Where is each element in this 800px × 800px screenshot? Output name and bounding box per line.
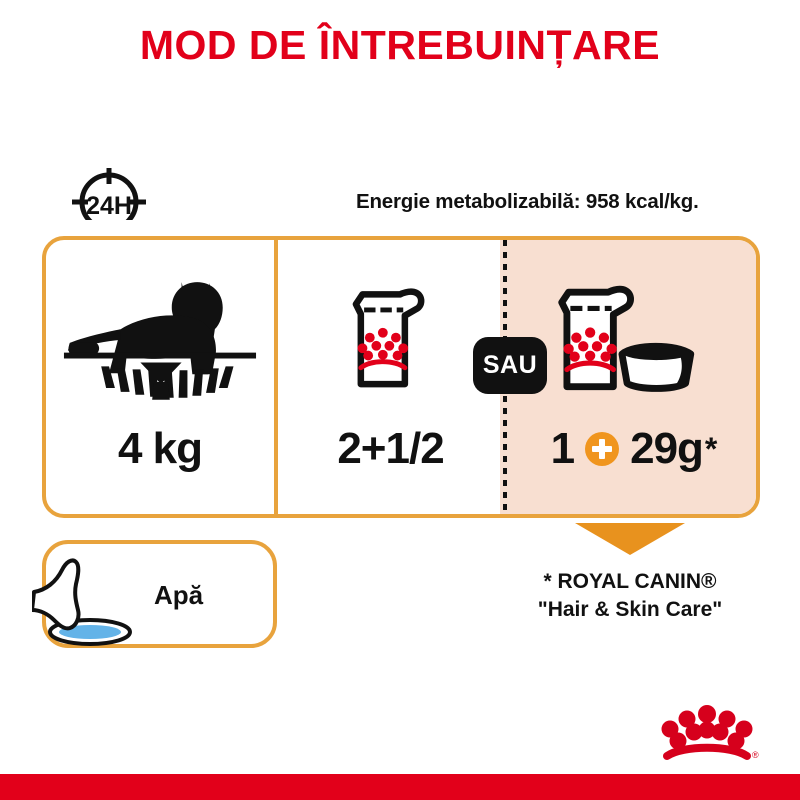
panel-divider-1 bbox=[274, 240, 278, 514]
weight-value-wrap: 4 kg bbox=[46, 424, 274, 474]
weight-value: 4 kg bbox=[117, 424, 203, 473]
mix-value-before: 1 bbox=[550, 424, 576, 473]
or-badge: SAU bbox=[473, 337, 547, 394]
pouch-and-bowl-icon bbox=[557, 285, 694, 392]
pouch-value: 2+1/2 bbox=[337, 424, 444, 473]
pouch-icon-wrap bbox=[278, 266, 503, 406]
mix-value-wrap: 1 29g * bbox=[507, 424, 756, 474]
weight-cell: 4 kg bbox=[46, 240, 274, 514]
mix-value-after: 29g bbox=[630, 424, 704, 473]
asterisk-marker: * bbox=[704, 431, 717, 467]
mix-icon-wrap bbox=[507, 266, 756, 406]
mix-cell: 1 29g * bbox=[507, 240, 756, 514]
water-panel: Apă bbox=[32, 540, 277, 648]
down-arrow-icon bbox=[575, 523, 685, 555]
svg-text:®: ® bbox=[752, 750, 759, 760]
cat-on-scale-icon bbox=[63, 282, 257, 400]
svg-text:24H: 24H bbox=[86, 192, 132, 220]
footnote: * ROYAL CANIN® "Hair & Skin Care" bbox=[470, 568, 790, 624]
bottom-bar bbox=[0, 774, 800, 800]
brand-logo: ® bbox=[655, 700, 760, 762]
metabolisable-energy-text: Energie metabolizabilă: 958 kcal/kg. bbox=[356, 190, 699, 213]
feeding-guide-panel: 4 kg bbox=[42, 236, 760, 518]
crown-dots bbox=[357, 327, 408, 361]
cat-drinking-water-icon bbox=[32, 558, 132, 646]
or-badge-label: SAU bbox=[482, 351, 538, 379]
water-label: Apă bbox=[154, 580, 204, 610]
royal-canin-crown-logo: ® bbox=[661, 705, 759, 760]
pouch-value-wrap: 2+1/2 bbox=[278, 424, 503, 474]
duration-badge: 24H bbox=[72, 168, 146, 234]
weight-icon-wrap bbox=[46, 266, 274, 406]
page-title: MOD DE ÎNTREBUINȚARE bbox=[139, 22, 661, 68]
footnote-line-2: "Hair & Skin Care" bbox=[537, 598, 723, 621]
pouch-icon bbox=[352, 288, 424, 388]
footnote-line-1: * ROYAL CANIN® bbox=[543, 570, 717, 593]
pouch-cell: 2+1/2 bbox=[278, 240, 503, 514]
footnote-arrow bbox=[575, 523, 685, 557]
plus-icon bbox=[585, 432, 620, 466]
clock-dial-icon: 24H bbox=[72, 168, 146, 234]
